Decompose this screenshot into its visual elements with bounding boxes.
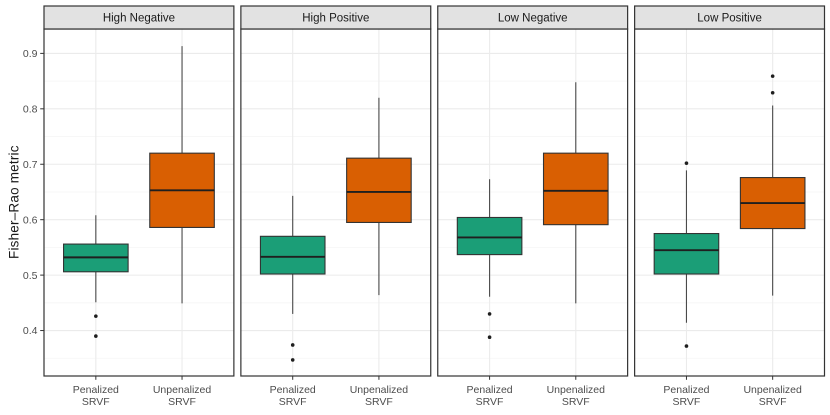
x-tick-label: Unpenalized — [153, 384, 212, 396]
y-tick-label: 0.6 — [23, 214, 38, 226]
boxplot-box — [259, 235, 326, 275]
y-tick-label: 0.8 — [23, 104, 38, 116]
facet-strip-label: Low Negative — [498, 13, 568, 25]
y-tick-label: 0.7 — [23, 159, 38, 171]
outlier-point — [290, 343, 295, 347]
outlier-point — [487, 312, 492, 316]
facet-strip — [634, 5, 826, 30]
y-tick-label: 0.4 — [23, 325, 38, 337]
facet-strip — [43, 5, 235, 30]
outlier-point — [487, 335, 492, 339]
x-tick-label: Unpenalized — [743, 384, 802, 396]
facet-strip-label: Low Positive — [697, 13, 762, 25]
facet-strip-label: High Positive — [302, 13, 369, 25]
x-tick-label: SRVF — [168, 396, 196, 408]
outlier-point — [94, 314, 98, 318]
outlier-point — [684, 344, 689, 348]
x-tick-label: Penalized — [663, 384, 709, 396]
x-tick-label: SRVF — [673, 396, 701, 408]
boxplot-box — [542, 152, 609, 226]
boxplot-box — [456, 216, 523, 256]
facet-strip-label: High Negative — [103, 13, 175, 25]
x-tick-label: SRVF — [365, 396, 393, 408]
y-tick-label: 0.5 — [23, 270, 38, 282]
facet-strip — [240, 5, 432, 30]
x-tick-label: SRVF — [476, 396, 504, 408]
x-tick-label: SRVF — [759, 396, 787, 408]
x-tick-label: Penalized — [467, 384, 513, 396]
x-tick-label: SRVF — [562, 396, 590, 408]
boxplot-box — [346, 157, 412, 224]
outlier-point — [770, 90, 775, 95]
outlier-point — [684, 161, 689, 165]
outlier-point — [94, 334, 98, 338]
facet-strip — [437, 5, 629, 30]
x-tick-label: SRVF — [279, 396, 307, 408]
x-tick-label: Penalized — [73, 384, 119, 396]
outlier-point — [290, 358, 295, 362]
x-tick-label: SRVF — [82, 396, 110, 408]
x-tick-label: Unpenalized — [350, 384, 409, 396]
x-tick-label: Unpenalized — [547, 384, 606, 396]
boxplot-box — [653, 232, 720, 275]
outlier-point — [770, 74, 775, 78]
x-tick-label: Penalized — [270, 384, 316, 396]
y-tick-label: 0.9 — [23, 48, 38, 60]
